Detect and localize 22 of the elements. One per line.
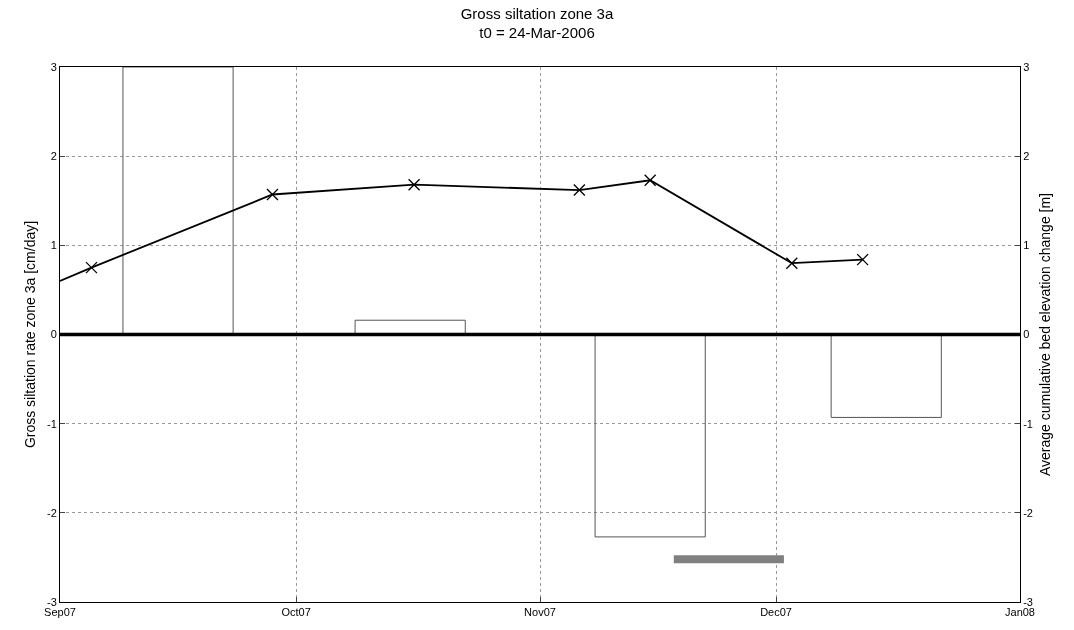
y2-tick-label: -3 — [1023, 595, 1033, 608]
y2-tick-label: 1 — [1023, 239, 1030, 252]
y-tick-label: -2 — [47, 506, 57, 519]
y-tick-label: -1 — [47, 417, 57, 430]
y-tick-label: 3 — [50, 60, 57, 73]
x-tick-label: Nov07 — [524, 606, 556, 619]
y-tick-label: 1 — [50, 239, 57, 252]
y-axis-title: Gross siltation rate zone 3a [cm/day] — [21, 220, 38, 449]
y2-axis-title: Average cumulative bed elevation change [m] — [1037, 192, 1054, 477]
y2-tick-label: 0 — [1023, 328, 1030, 341]
x-tick-label: Dec07 — [760, 606, 792, 619]
x-tick-label: Oct07 — [281, 606, 311, 619]
y-tick-label: -3 — [47, 595, 57, 608]
y2-tick-label: -1 — [1023, 417, 1033, 430]
y2-tick-label: -2 — [1023, 506, 1033, 519]
x-tick-label: Jan08 — [1005, 606, 1035, 619]
chart-title: Gross siltation zone 3a t0 = 24-Mar-2006 — [460, 4, 614, 42]
y-tick-label: 2 — [50, 150, 57, 163]
y2-tick-label: 3 — [1023, 60, 1030, 73]
x-tick-label: Sep07 — [44, 606, 76, 619]
y2-tick-label: 2 — [1023, 150, 1030, 163]
y-tick-label: 0 — [50, 328, 57, 341]
